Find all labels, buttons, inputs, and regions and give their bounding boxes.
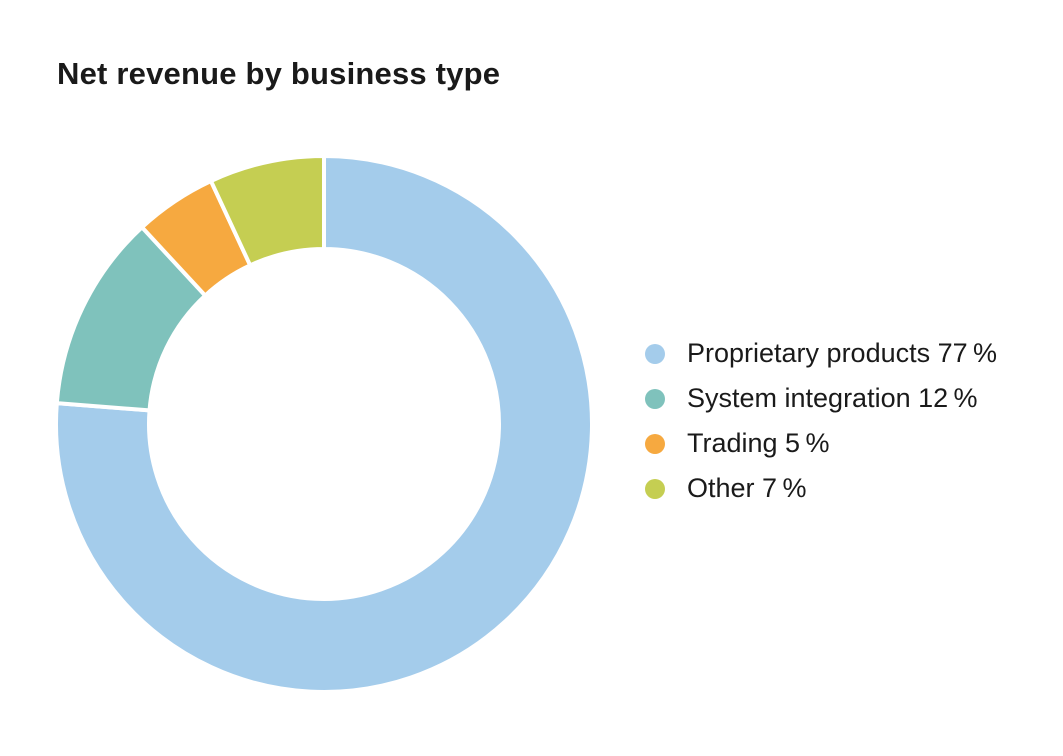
legend-swatch-icon (645, 433, 665, 454)
legend-label: Other 7 % (687, 473, 807, 503)
donut-segment-other (208, 154, 326, 268)
legend-item: Proprietary products 77 % (645, 331, 997, 376)
donut-segment-proprietary-products (54, 154, 594, 694)
legend-label: System integration 12 % (687, 383, 978, 413)
legend-label: Proprietary products 77 % (687, 338, 998, 368)
legend-item: System integration 12 % (645, 376, 997, 421)
legend-swatch-icon (645, 388, 665, 409)
legend-swatch-icon (645, 478, 665, 499)
legend-swatch-icon (645, 343, 665, 364)
legend-item: Trading 5 % (645, 421, 997, 466)
legend-item: Other 7 % (645, 466, 997, 511)
chart-legend: Proprietary products 77 % System integra… (645, 331, 997, 511)
chart-title: Net revenue by business type (57, 56, 501, 91)
legend-label: Trading 5 % (687, 428, 830, 458)
